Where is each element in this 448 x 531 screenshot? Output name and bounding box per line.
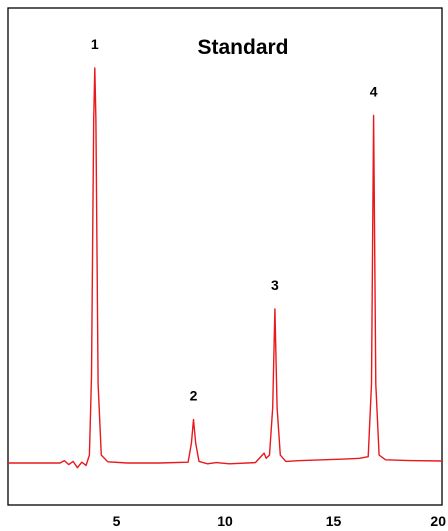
x-tick-label-5: 5 <box>113 513 121 529</box>
x-tick-label-20: 20 <box>430 513 446 529</box>
chart-title: Standard <box>197 36 288 59</box>
peak-label-4: 4 <box>370 83 378 99</box>
x-tick-label-10: 10 <box>217 513 233 529</box>
peak-label-1: 1 <box>91 36 99 52</box>
peak-label-3: 3 <box>271 277 279 293</box>
x-tick-label-15: 15 <box>326 513 342 529</box>
peak-label-layer: 1 2 3 4 <box>91 36 378 404</box>
plot-frame <box>7 7 443 506</box>
chromatogram-trace <box>8 67 443 469</box>
trace-layer <box>8 67 443 469</box>
x-tick-layer: 5 10 15 20 <box>113 513 447 529</box>
peak-label-2: 2 <box>190 388 198 404</box>
